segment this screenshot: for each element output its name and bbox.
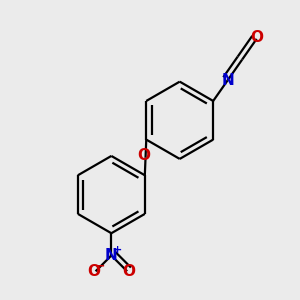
Text: O: O: [88, 264, 100, 279]
Text: O: O: [250, 30, 263, 45]
Text: O: O: [122, 264, 135, 279]
Text: O: O: [138, 148, 151, 163]
Text: +: +: [112, 245, 122, 256]
Text: N: N: [105, 248, 118, 263]
Text: −: −: [95, 260, 106, 272]
Text: N: N: [221, 73, 234, 88]
